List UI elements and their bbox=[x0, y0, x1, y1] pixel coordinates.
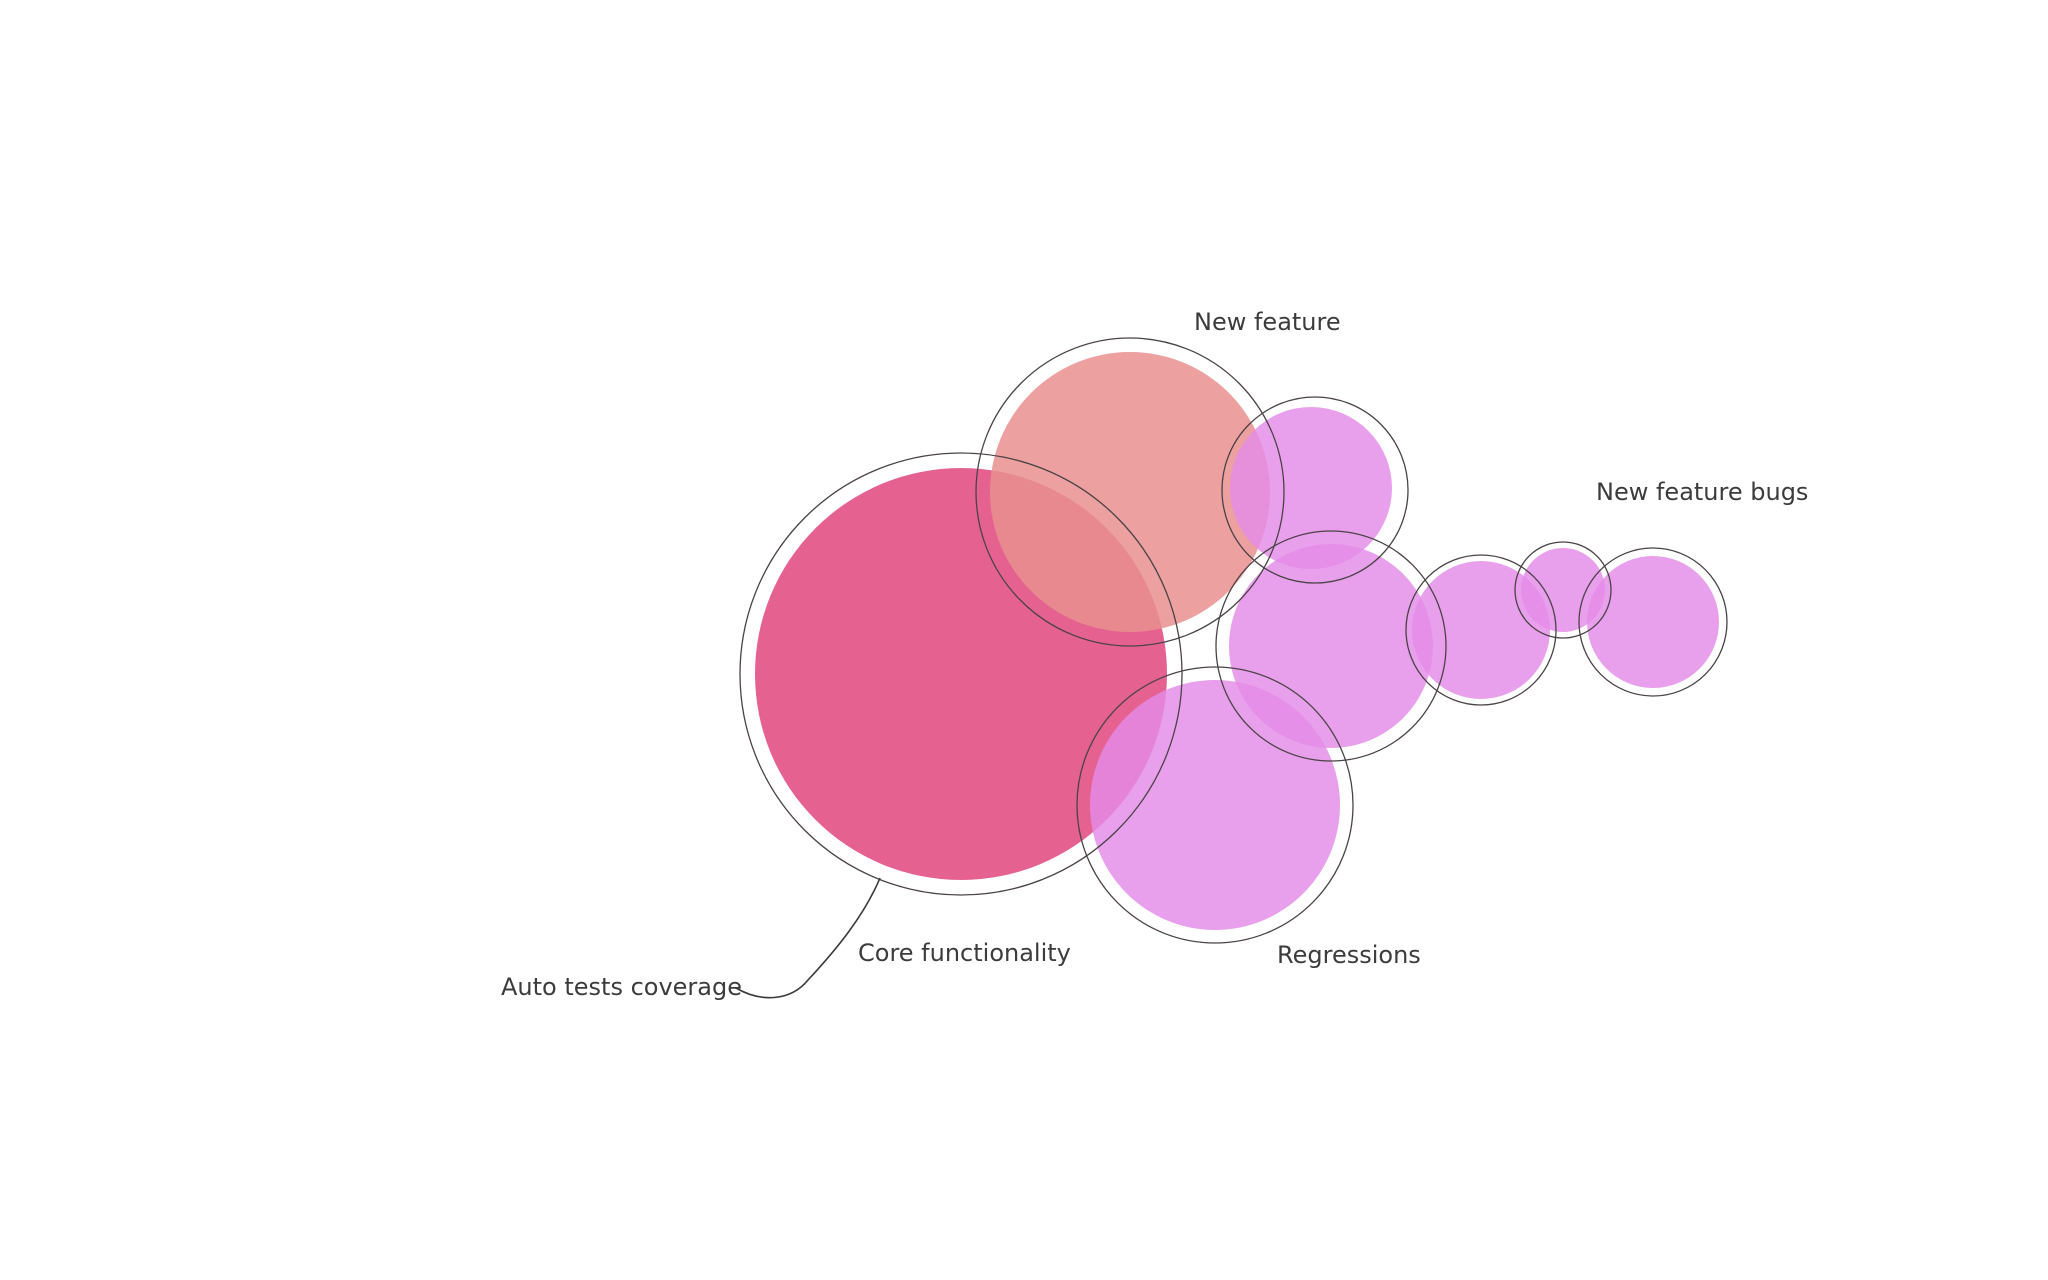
outline-rings bbox=[739, 337, 1728, 944]
new-feature-bugs-bubbles bbox=[1229, 407, 1719, 748]
new-feature-label: New feature bbox=[1194, 308, 1341, 336]
regressions-ring bbox=[1076, 666, 1354, 944]
bug-bubble-2-ring bbox=[1215, 530, 1447, 762]
auto-tests-coverage-label: Auto tests coverage bbox=[501, 973, 742, 1001]
new-feature-fill bbox=[990, 352, 1270, 632]
regressions-fill bbox=[1090, 680, 1340, 930]
bug-bubble-4 bbox=[1521, 548, 1605, 632]
bug-bubble-1 bbox=[1230, 407, 1392, 569]
new-feature-bubble bbox=[990, 352, 1270, 632]
bug-bubble-5 bbox=[1587, 556, 1719, 688]
bug-bubble-5-ring bbox=[1578, 547, 1728, 697]
new-feature-bugs-label: New feature bugs bbox=[1596, 478, 1808, 506]
regressions-bubble bbox=[1090, 680, 1340, 930]
auto-tests-leader-line bbox=[735, 877, 881, 999]
bug-bubble-4-ring bbox=[1514, 541, 1612, 639]
bug-bubble-3-ring bbox=[1405, 554, 1557, 706]
regressions-label: Regressions bbox=[1277, 941, 1421, 969]
bug-bubble-2 bbox=[1229, 544, 1433, 748]
bug-bubble-1-ring bbox=[1221, 396, 1409, 584]
new-feature-ring bbox=[975, 337, 1285, 647]
core-functionality-label: Core functionality bbox=[858, 939, 1071, 967]
core-functionality-ring bbox=[739, 452, 1183, 896]
